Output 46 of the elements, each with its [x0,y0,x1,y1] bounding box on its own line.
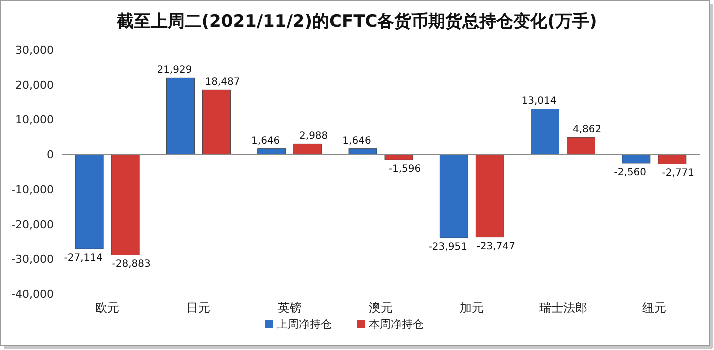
y-tick-label: -30,000 [12,253,54,266]
legend-label: 上周净持仓 [277,318,332,331]
bar [111,154,140,256]
data-label: -1,596 [388,164,422,176]
data-label: -23,747 [476,241,516,252]
legend-label: 本周净持仓 [369,318,424,331]
data-label: 21,929 [157,65,192,76]
bar [166,78,195,155]
bar [567,137,596,155]
bar [622,154,651,164]
data-label: -27,114 [64,253,103,264]
bar [476,154,504,238]
x-tick-label: 加元 [460,301,484,315]
data-label: -28,883 [112,259,151,270]
data-label: 4,862 [572,124,602,136]
x-tick-label: 英镑 [278,301,302,315]
bar [202,90,231,155]
bar [440,154,468,238]
bar [75,154,104,250]
bar [531,109,560,155]
x-tick-label: 日元 [186,301,211,315]
bar [384,154,414,160]
y-tick-label: 20,000 [16,78,54,92]
data-label: 18,487 [205,77,240,88]
x-tick-label: 纽元 [642,301,666,315]
x-tick-label: 欧元 [96,301,120,315]
bar [258,148,286,155]
data-label: 2,988 [300,131,328,142]
y-tick-label: -40,000 [12,288,54,301]
y-tick-label: -10,000 [12,183,54,196]
data-label: 1,646 [252,136,280,147]
data-label: 13,014 [522,96,557,108]
data-label: -2,771 [662,168,695,180]
x-tick-label: 澳元 [369,301,393,315]
y-tick-label: 10,000 [16,114,54,127]
data-label: -2,560 [614,167,647,178]
y-tick-label: 0 [47,148,54,162]
data-label: 1,646 [342,136,372,147]
y-tick-label: 30,000 [16,44,54,57]
y-tick-label: -20,000 [12,218,54,232]
x-tick-label: 瑞士法郎 [539,301,588,315]
bar [658,154,687,164]
chart-title: 截至上周二(2021/11/2)的CFTC各货币期货总持仓变化(万手) [116,12,598,32]
bar [294,144,322,155]
bar [348,148,378,155]
data-label: -23,951 [428,242,468,254]
